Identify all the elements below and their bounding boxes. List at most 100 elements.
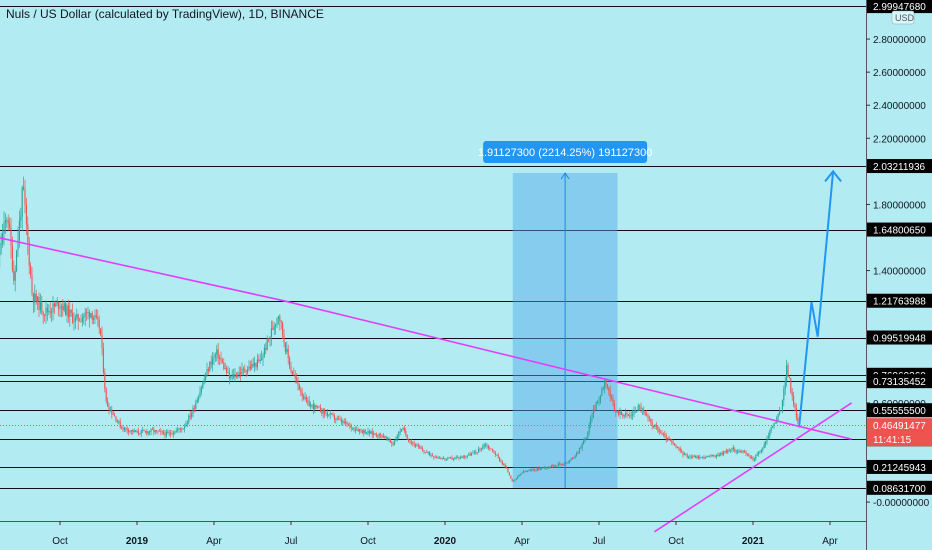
candle-body: [284, 342, 286, 352]
candle-body: [420, 448, 422, 449]
candle-body: [13, 270, 15, 281]
candle-body: [258, 359, 260, 361]
candle-body: [46, 307, 48, 312]
candle-body: [200, 388, 202, 393]
candle-body: [445, 458, 447, 460]
candle-body: [690, 456, 692, 458]
candle-body: [405, 430, 407, 436]
candle-body: [776, 416, 778, 423]
candle-body: [102, 347, 104, 373]
price-tick-label: 1.80000000: [873, 200, 926, 211]
candle-body: [710, 455, 712, 457]
candle-body: [569, 460, 571, 463]
candle-body: [443, 458, 445, 459]
candle-body: [270, 328, 272, 337]
candle-body: [655, 424, 657, 427]
candle-body: [129, 430, 131, 432]
candle-body: [112, 413, 114, 416]
candle-body: [207, 369, 209, 371]
candle-body: [760, 450, 762, 452]
candle-body: [154, 430, 156, 433]
price-tick-label: 2.40000000: [873, 101, 926, 112]
candle-body: [431, 455, 433, 457]
candle-body: [399, 431, 401, 433]
candle-body: [480, 448, 482, 450]
time-tick-label: Apr: [514, 536, 530, 547]
candle-body: [630, 415, 632, 417]
candle-body: [704, 457, 706, 459]
candle-body: [366, 433, 368, 434]
candle-body: [174, 432, 176, 434]
candle-body: [133, 430, 135, 432]
candle-body: [20, 216, 22, 221]
candle-body: [615, 410, 617, 413]
candle-body: [591, 416, 593, 419]
candle-body: [304, 397, 306, 399]
candle-body: [325, 412, 327, 414]
candle-body: [59, 307, 61, 309]
candle-body: [266, 338, 268, 350]
candle-body: [338, 418, 340, 419]
candle-body: [116, 421, 118, 422]
candle-body: [759, 451, 761, 453]
candle-body: [387, 437, 389, 440]
candle-body: [566, 462, 568, 464]
candle-body: [618, 410, 620, 415]
trendline-descending: [0, 237, 852, 440]
candle-body: [143, 430, 145, 432]
time-tick-label: Jul: [285, 536, 298, 547]
candle-body: [265, 348, 267, 350]
candle-body: [293, 374, 295, 376]
candle-body: [721, 453, 723, 455]
candle-body: [109, 409, 111, 411]
candle-body: [65, 303, 67, 315]
candle-body: [580, 447, 582, 449]
candle-body: [429, 451, 431, 456]
candle-body: [175, 430, 177, 433]
candle-body: [571, 458, 573, 460]
candle-body: [367, 430, 369, 434]
candle-body: [658, 429, 660, 433]
candle-body: [641, 409, 643, 412]
level-price-tag: [867, 293, 932, 308]
candle-body: [440, 458, 442, 460]
candle-body: [619, 411, 621, 415]
candle-body: [788, 376, 790, 379]
candle-body: [231, 374, 233, 377]
candle-body: [164, 433, 166, 436]
candle-body: [248, 366, 250, 370]
candle-body: [485, 444, 487, 446]
candle-body: [100, 328, 102, 335]
candle-body: [373, 433, 375, 435]
candle-body: [52, 303, 54, 312]
candle-body: [228, 372, 230, 379]
candle-body: [447, 457, 449, 459]
candle-body: [469, 453, 471, 456]
candle-body: [354, 429, 356, 431]
candle-body: [254, 362, 256, 366]
candle-body: [550, 464, 552, 467]
candle-body: [499, 457, 501, 461]
candle-body: [6, 220, 8, 222]
time-axis[interactable]: Oct 2019 Apr Jul Oct 2020 Apr Jul Oct 2021 Apr: [52, 521, 838, 547]
candle-body: [532, 469, 534, 471]
candle-body: [153, 429, 155, 433]
candle-body: [9, 223, 11, 228]
candle-body: [762, 448, 764, 451]
candle-body: [396, 436, 398, 440]
measure-tool-layer: 1.91127300 (2214.25%) 191127300: [478, 141, 652, 488]
candle-body: [755, 455, 757, 459]
price-axis[interactable]: 2.80000000 2.60000000 2.40000000 2.20000000…: [866, 0, 932, 550]
candle-body: [252, 364, 254, 366]
candle-body: [695, 455, 697, 458]
candle-body: [237, 374, 239, 377]
candle-body: [84, 312, 86, 317]
candle-body: [426, 451, 428, 453]
candle-body: [392, 443, 394, 445]
candle-body: [535, 470, 537, 471]
candle-body: [406, 435, 408, 440]
candle-body: [629, 415, 631, 417]
candle-body: [515, 478, 517, 480]
